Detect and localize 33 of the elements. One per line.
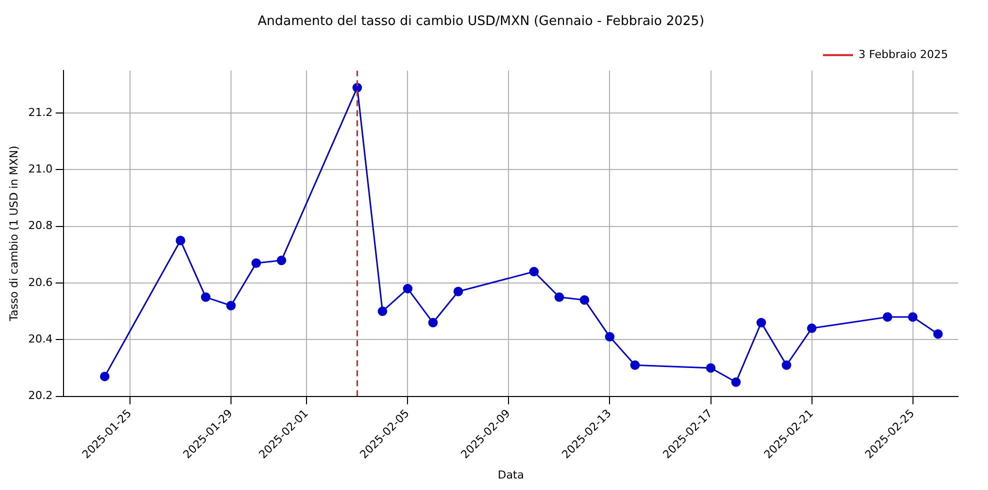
- point: [200, 292, 210, 302]
- point: [882, 312, 892, 322]
- point: [604, 332, 614, 342]
- point: [226, 300, 236, 310]
- point: [756, 318, 766, 328]
- y-tick-label: 21.0: [28, 162, 53, 176]
- point: [529, 266, 539, 276]
- point: [807, 324, 817, 334]
- point: [706, 363, 716, 373]
- point: [580, 295, 590, 305]
- y-tick-label: 21.2: [28, 106, 53, 119]
- y-axis-title: Tasso di cambio (1 USD in MXN): [7, 146, 20, 322]
- point: [100, 372, 110, 382]
- y-tick-label: 20.2: [28, 389, 53, 402]
- x-axis-title: Data: [498, 468, 524, 482]
- point: [933, 329, 943, 339]
- point: [453, 286, 463, 296]
- point: [630, 360, 640, 370]
- legend-label: 3 Febbraio 2025: [858, 48, 948, 61]
- point: [176, 236, 186, 246]
- point: [908, 312, 918, 322]
- chart-title: Andamento del tasso di cambio USD/MXN (Gennaio - Febbraio 2025): [258, 14, 704, 30]
- y-tick-label: 20.8: [28, 219, 53, 232]
- point: [554, 292, 564, 302]
- point: [731, 377, 741, 387]
- point: [251, 258, 261, 268]
- point: [428, 318, 438, 328]
- y-tick-label: 20.4: [28, 332, 53, 346]
- point: [276, 256, 286, 266]
- point: [378, 306, 388, 316]
- y-tick-label: 20.6: [28, 276, 53, 289]
- point: [402, 284, 412, 294]
- point: [782, 360, 792, 370]
